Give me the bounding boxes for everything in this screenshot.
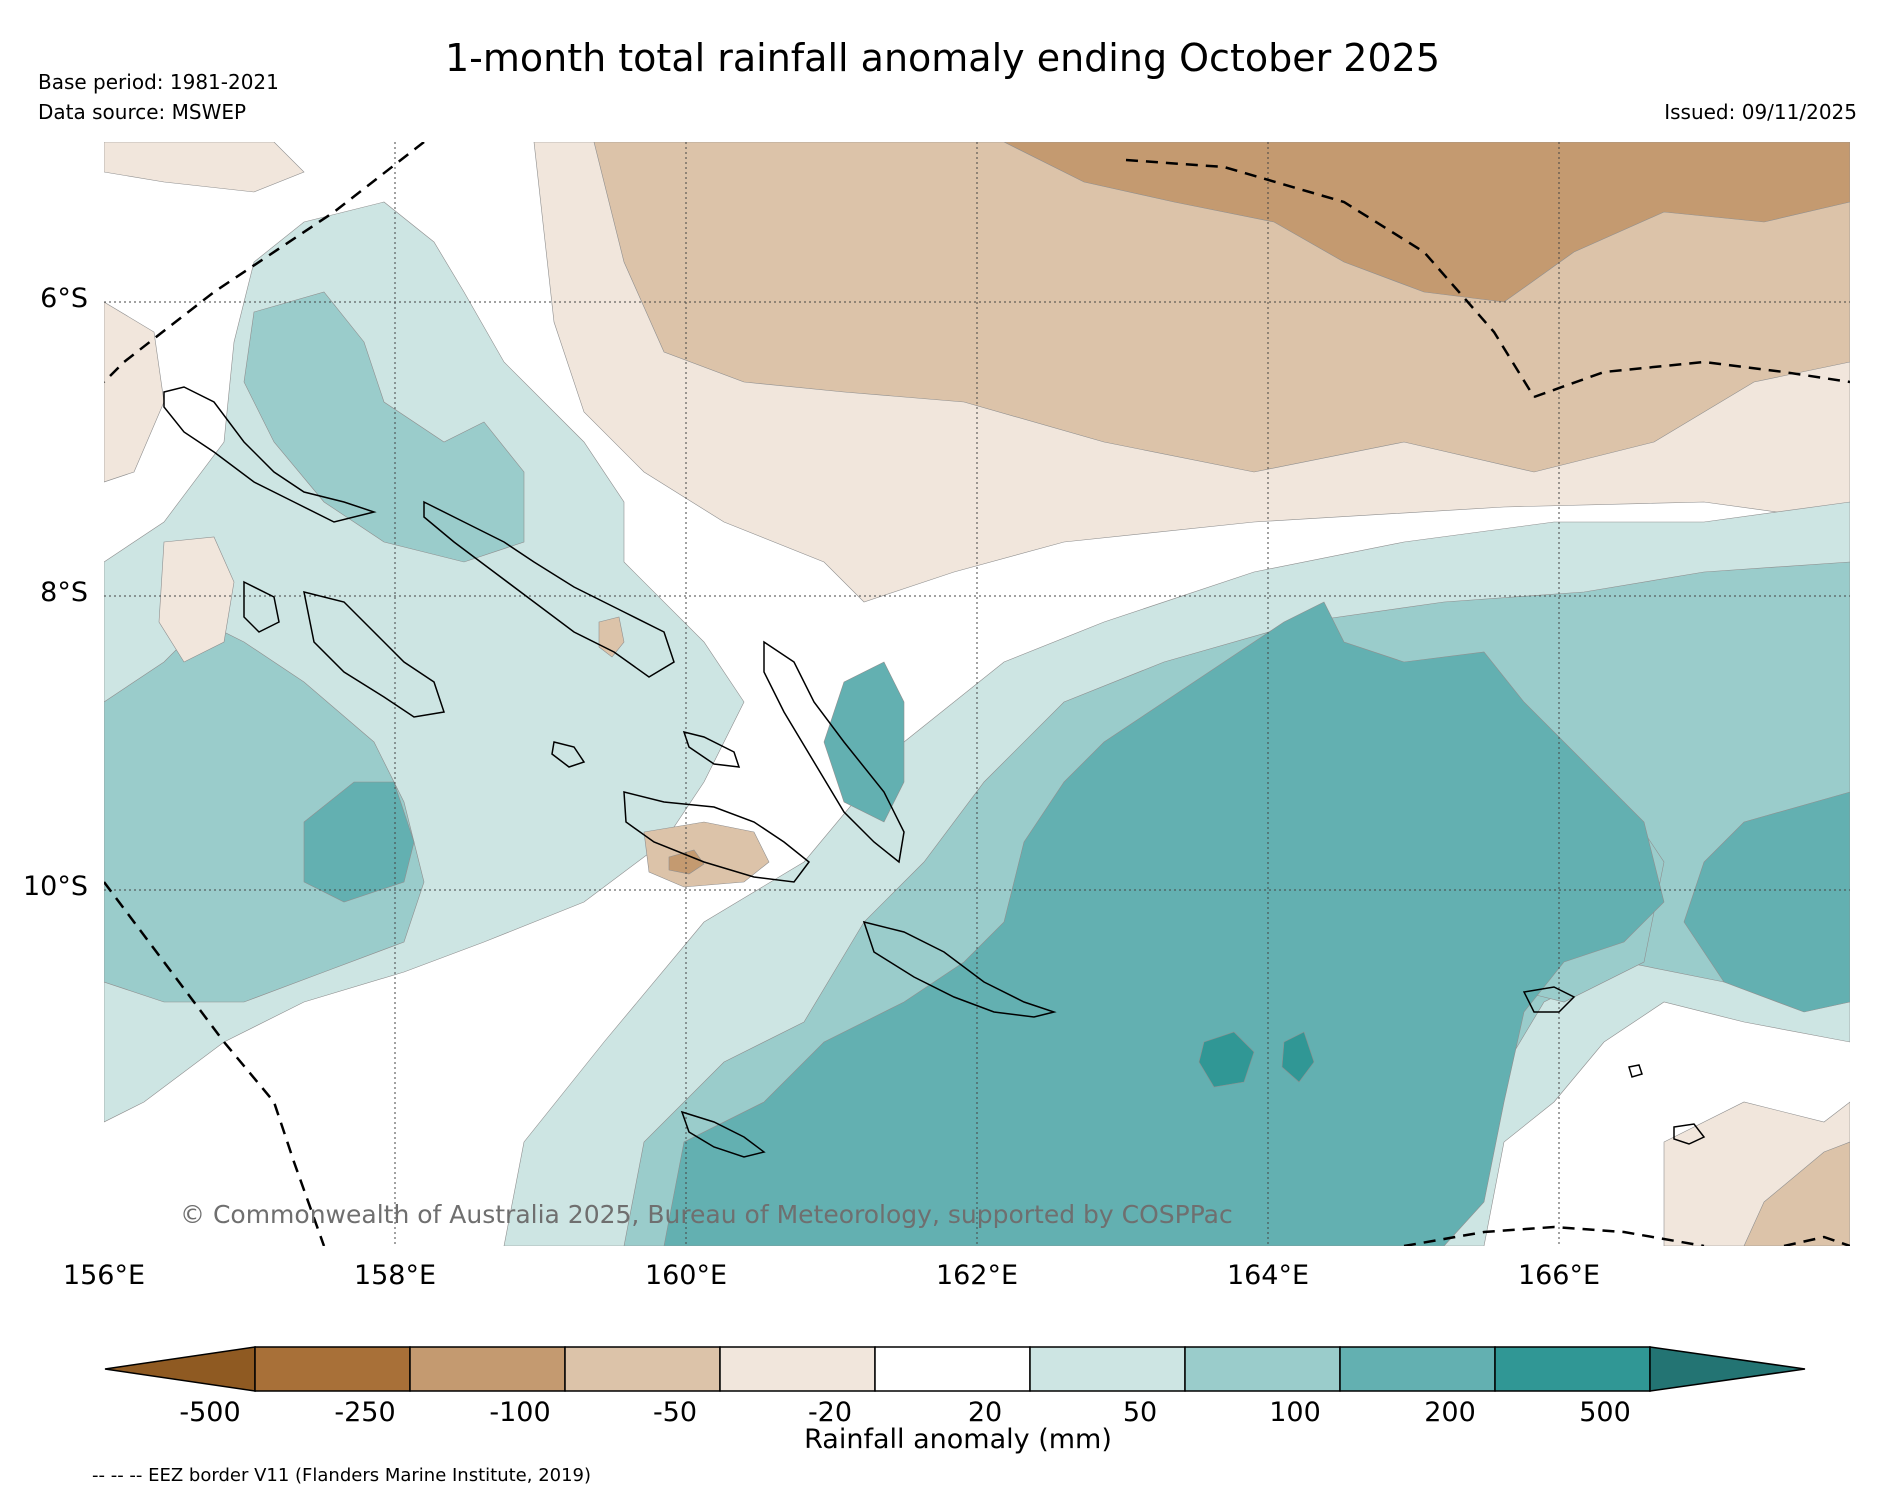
legend-tick-20: 20	[967, 1397, 1003, 1428]
island-choiseul	[423, 500, 675, 678]
dry-patch-west	[104, 301, 165, 483]
eez-border-lines	[104, 142, 1850, 1246]
island-santa-isabel	[763, 640, 905, 864]
legend-tick-50: 50	[1122, 1397, 1158, 1428]
rainfall-anomaly-map	[104, 142, 1850, 1246]
eez-border-note: -- -- -- EEZ border V11 (Flanders Marine…	[92, 1465, 592, 1486]
legend-swatch-5	[874, 1346, 1031, 1392]
wet-area-strong-west	[303, 781, 415, 903]
lon-label-166e: 166°E	[1517, 1260, 1601, 1291]
lon-label-160e: 160°E	[644, 1260, 728, 1291]
legend-tick-100: 100	[1269, 1397, 1321, 1428]
legend-tick-neg-50: -50	[652, 1397, 698, 1428]
dry-patch-northwest	[104, 142, 305, 193]
lat-label-8s: 8°S	[40, 577, 88, 608]
colorbar-swatches	[104, 1346, 1806, 1392]
legend-swatch-9	[1494, 1346, 1651, 1392]
wet-area-strong-north	[823, 661, 905, 823]
legend-swatch-above-max	[1649, 1346, 1806, 1392]
wet-area-strong-central	[663, 601, 1665, 1246]
lat-label-10s: 10°S	[23, 871, 88, 902]
graticule	[104, 142, 1850, 1246]
lon-label-158e: 158°E	[353, 1260, 437, 1291]
island-bougainville	[163, 386, 377, 523]
base-period-text: Base period: 1981-2021	[38, 70, 279, 94]
wet-area-extreme-1	[1198, 1031, 1255, 1088]
island-malaita	[862, 920, 1057, 1018]
data-source-text: Data source: MSWEP	[38, 100, 247, 124]
map-title: 1-month total rainfall anomaly ending Oc…	[444, 36, 1440, 80]
legend-swatch-1	[254, 1346, 411, 1392]
legend-tick-neg-500: -500	[179, 1397, 241, 1428]
island-guadalcanal	[623, 791, 811, 883]
wet-area-strong-east	[1683, 791, 1850, 1013]
lon-label-156e: 156°E	[62, 1260, 146, 1291]
issued-date-text: Issued: 09/11/2025	[1664, 100, 1857, 124]
legend-tick-neg-250: -250	[334, 1397, 396, 1428]
dry-patch-southeast-medium	[1743, 1141, 1850, 1246]
legend-colorbar	[104, 1346, 1806, 1392]
legend-swatch-2	[409, 1346, 566, 1392]
legend-swatch-6	[1029, 1346, 1186, 1392]
legend-swatch-4	[719, 1346, 876, 1392]
lon-label-162e: 162°E	[935, 1260, 1019, 1291]
wet-area-medium-north	[243, 291, 525, 563]
legend-tick-neg-100: -100	[489, 1397, 551, 1428]
dry-spot-guadalcanal	[643, 821, 770, 888]
island-makira	[680, 1110, 766, 1158]
island-outlines	[163, 386, 1706, 1158]
island-santa-cruz	[1522, 986, 1576, 1013]
legend-swatch-8	[1339, 1346, 1496, 1392]
lon-label-164e: 164°E	[1226, 1260, 1310, 1291]
island-nggela	[682, 730, 741, 768]
island-vanikoro	[1673, 1123, 1706, 1145]
island-duff	[1628, 1064, 1643, 1078]
legend-swatch-3	[564, 1346, 721, 1392]
wet-area-extreme-2	[1281, 1031, 1315, 1083]
copyright-notice: © Commonwealth of Australia 2025, Bureau…	[180, 1200, 1233, 1229]
island-vella-lavella	[243, 580, 280, 633]
dry-spot-west-islands	[158, 536, 235, 663]
island-russell	[551, 741, 586, 768]
lat-label-6s: 6°S	[40, 283, 88, 314]
legend-tick-500: 500	[1579, 1397, 1631, 1428]
island-new-georgia	[303, 590, 445, 718]
legend-tick-neg-20: -20	[807, 1397, 853, 1428]
legend-swatch-7	[1184, 1346, 1341, 1392]
legend-tick-200: 200	[1424, 1397, 1476, 1428]
legend-swatch-below-min	[104, 1346, 256, 1392]
legend-title: Rainfall anomaly (mm)	[804, 1424, 1112, 1455]
